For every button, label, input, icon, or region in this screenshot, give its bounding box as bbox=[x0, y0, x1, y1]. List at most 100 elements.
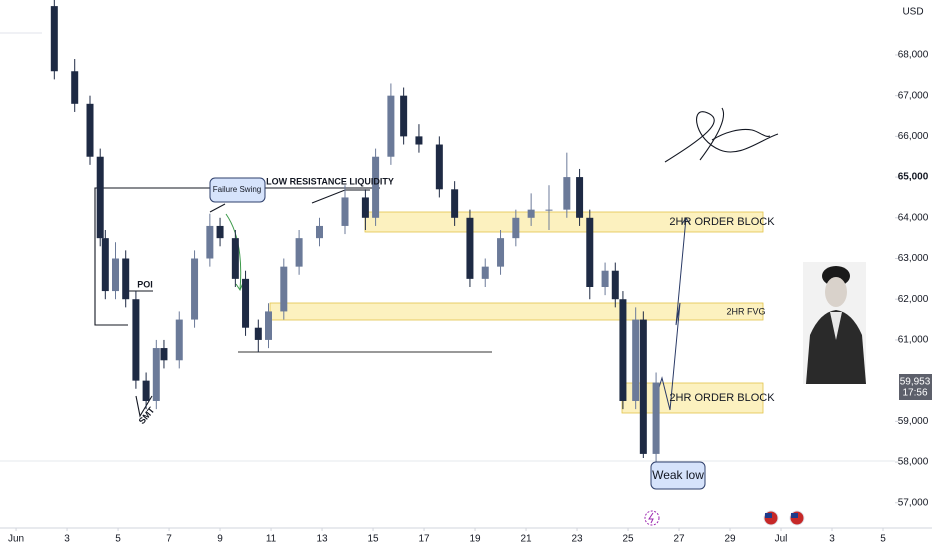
face bbox=[825, 277, 847, 307]
annotation: LOW RESISTANCE LIQUIDITY bbox=[266, 176, 394, 186]
x-tick-label: 15 bbox=[367, 534, 379, 545]
candle-body bbox=[216, 225, 224, 239]
candle-body bbox=[96, 156, 104, 239]
signature-stroke bbox=[664, 111, 779, 163]
x-tick-label: 3 bbox=[64, 534, 70, 545]
y-tick-label: 57,000 bbox=[898, 497, 929, 508]
signature-stroke bbox=[699, 107, 724, 161]
portrait bbox=[803, 262, 866, 384]
candle-body bbox=[50, 6, 58, 72]
candle-body bbox=[387, 95, 395, 157]
candle-body bbox=[280, 266, 288, 312]
coat bbox=[806, 310, 866, 384]
projection-arrow bbox=[654, 217, 687, 411]
annotation: Failure Swing bbox=[213, 185, 261, 194]
arrow-head bbox=[235, 282, 244, 292]
candle-body bbox=[497, 238, 505, 267]
y-tick-label: 61,000 bbox=[898, 335, 929, 346]
label-box bbox=[209, 177, 266, 203]
currency-label: USD bbox=[902, 7, 923, 18]
candle-body bbox=[435, 144, 443, 190]
candle-body bbox=[242, 278, 250, 328]
annotation: POI bbox=[137, 279, 153, 289]
candle-body bbox=[122, 258, 130, 300]
candle-body bbox=[295, 238, 303, 267]
collar bbox=[830, 312, 842, 340]
x-tick-label: 13 bbox=[316, 534, 328, 545]
candle-body bbox=[132, 299, 140, 381]
candle-body bbox=[152, 348, 160, 401]
candle-body bbox=[611, 270, 619, 300]
y-tick-label: 67,000 bbox=[898, 90, 929, 101]
candle-body bbox=[512, 217, 520, 239]
y-tick-label: 64,000 bbox=[898, 212, 929, 223]
candle-body bbox=[481, 266, 489, 279]
candle-body bbox=[372, 156, 380, 218]
candle-body bbox=[265, 311, 272, 340]
flag-canton bbox=[791, 513, 798, 518]
y-tick-label: 62,000 bbox=[898, 294, 929, 305]
candle-body bbox=[451, 189, 459, 218]
price-badge bbox=[899, 374, 932, 400]
x-tick-label: Jun bbox=[8, 534, 24, 545]
x-tick-label: 9 bbox=[217, 534, 223, 545]
flag-canton bbox=[765, 513, 772, 518]
x-tick-label: 5 bbox=[880, 534, 886, 545]
candle-body bbox=[175, 319, 183, 361]
candle-body bbox=[231, 238, 239, 279]
price-badge-text: 59,953 bbox=[900, 377, 931, 388]
y-tick-label: 65,000 bbox=[898, 172, 929, 183]
fvg-zone bbox=[269, 302, 764, 321]
label-box bbox=[650, 461, 706, 490]
candle-body bbox=[191, 258, 199, 320]
x-tick-label: 21 bbox=[520, 534, 532, 545]
x-tick-label: 17 bbox=[418, 534, 430, 545]
candle-body bbox=[206, 225, 214, 259]
event-icon[interactable] bbox=[644, 510, 660, 526]
y-tick-label: 63,000 bbox=[898, 253, 929, 264]
candle-body bbox=[586, 217, 594, 288]
zone-label: 2HR FVG bbox=[726, 306, 765, 316]
signature-stroke bbox=[711, 128, 771, 141]
x-tick-label: 23 bbox=[571, 534, 583, 545]
candle-body bbox=[563, 177, 571, 210]
swing-line bbox=[209, 203, 226, 213]
time-badge-text: 17:56 bbox=[902, 388, 927, 399]
x-tick-label: 11 bbox=[266, 534, 277, 545]
x-tick-label: 29 bbox=[724, 534, 736, 545]
signature bbox=[664, 107, 779, 163]
y-tick-label: 58,000 bbox=[898, 457, 929, 468]
candle-body bbox=[86, 103, 94, 157]
candle-body bbox=[160, 348, 168, 361]
candles bbox=[50, 0, 660, 463]
event-icon-bolt bbox=[648, 512, 654, 524]
candle-body bbox=[112, 258, 120, 292]
candle-body bbox=[400, 95, 408, 137]
x-tick-label: 19 bbox=[469, 534, 481, 545]
candle-body bbox=[639, 319, 647, 454]
x-tick-label: Jul bbox=[775, 534, 788, 545]
candle-body bbox=[466, 217, 474, 279]
candle-body bbox=[652, 382, 660, 454]
zone-label: 2HR ORDER BLOCK bbox=[669, 216, 775, 228]
candle-body bbox=[601, 270, 609, 288]
zone-label: 2HR ORDER BLOCK bbox=[669, 392, 775, 404]
x-tick-label: 27 bbox=[673, 534, 685, 545]
candle-body bbox=[632, 319, 640, 401]
candle-body bbox=[315, 225, 323, 239]
candle-body bbox=[71, 71, 79, 104]
y-tick-label: 59,000 bbox=[898, 416, 929, 427]
candle-body bbox=[361, 197, 369, 218]
candle-body bbox=[527, 209, 535, 218]
candle-body bbox=[254, 327, 262, 340]
arrow-head bbox=[681, 217, 691, 225]
candle-body bbox=[142, 380, 150, 401]
y-tick-label: 68,000 bbox=[898, 50, 929, 61]
candle-body bbox=[576, 177, 584, 218]
x-tick-label: 25 bbox=[622, 534, 634, 545]
x-tick-label: 5 bbox=[115, 534, 121, 545]
y-tick-label: 66,000 bbox=[898, 131, 929, 142]
x-tick-label: 3 bbox=[829, 534, 835, 545]
